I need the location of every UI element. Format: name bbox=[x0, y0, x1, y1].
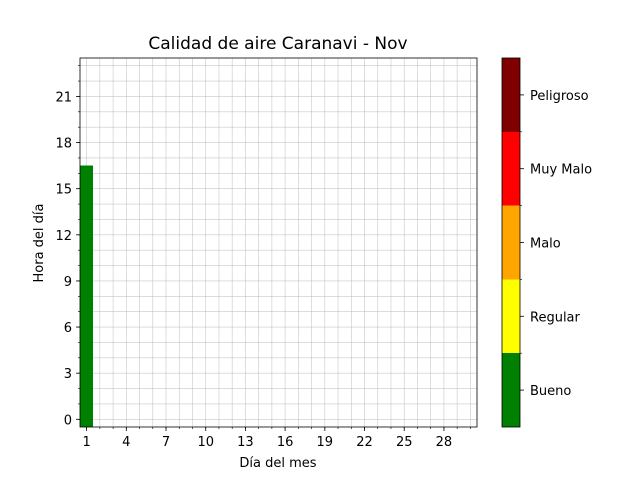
heatmap-cell bbox=[80, 365, 94, 381]
y-tick-label: 12 bbox=[55, 229, 72, 244]
y-tick-label: 18 bbox=[55, 137, 72, 152]
x-tick-label: 4 bbox=[122, 435, 130, 450]
heatmap-cell bbox=[80, 411, 94, 427]
heatmap-cell bbox=[80, 181, 94, 197]
y-tick-label: 6 bbox=[64, 321, 72, 336]
x-tick-label: 16 bbox=[277, 435, 294, 450]
heatmap-cell bbox=[80, 242, 94, 258]
x-tick-label: 28 bbox=[436, 435, 453, 450]
heatmap-cell bbox=[80, 257, 94, 274]
chart-title: Calidad de aire Caranavi - Nov bbox=[148, 34, 407, 54]
y-tick-label: 9 bbox=[64, 275, 72, 290]
x-tick-label: 10 bbox=[197, 435, 214, 450]
x-tick-label: 22 bbox=[356, 435, 373, 450]
y-tick-label: 15 bbox=[55, 183, 72, 198]
heatmap-cell bbox=[80, 165, 94, 181]
colorbar-label: Bueno bbox=[530, 384, 571, 399]
y-tick-label: 3 bbox=[64, 367, 72, 382]
colorbar-label: Peligroso bbox=[530, 89, 589, 104]
x-tick-label: 1 bbox=[82, 435, 90, 450]
heatmap-cell bbox=[80, 211, 94, 228]
colorbar-label: Malo bbox=[530, 237, 561, 252]
colorbar-segment bbox=[502, 279, 520, 354]
colorbar-segment bbox=[502, 353, 520, 427]
y-axis-label: Hora del día bbox=[32, 204, 47, 283]
x-tick-label: 13 bbox=[237, 435, 254, 450]
colorbar-label: Muy Malo bbox=[530, 163, 592, 178]
heatmap-cell bbox=[80, 196, 94, 212]
x-tick-label: 7 bbox=[162, 435, 170, 450]
heatmap-cell bbox=[80, 396, 94, 412]
heatmap-cell bbox=[80, 334, 94, 351]
heatmap-cell bbox=[80, 319, 94, 335]
heatmap-cell bbox=[80, 227, 94, 243]
x-tick-label: 19 bbox=[317, 435, 334, 450]
x-axis-label: Día del mes bbox=[239, 456, 316, 471]
heatmap-cell bbox=[80, 350, 94, 366]
y-tick-label: 0 bbox=[64, 413, 72, 428]
colorbar-segment bbox=[502, 131, 520, 206]
x-tick-label: 25 bbox=[396, 435, 413, 450]
colorbar-frame bbox=[501, 57, 521, 428]
heatmap-cell bbox=[80, 380, 94, 397]
heatmap-cell bbox=[80, 288, 94, 304]
heatmap-cell bbox=[80, 273, 94, 289]
plot-frame bbox=[79, 57, 478, 428]
y-tick-label: 21 bbox=[55, 90, 72, 105]
colorbar-segment bbox=[502, 58, 520, 132]
heatmap-cell bbox=[80, 304, 94, 320]
colorbar-segment bbox=[502, 205, 520, 280]
colorbar-label: Regular bbox=[530, 310, 581, 325]
